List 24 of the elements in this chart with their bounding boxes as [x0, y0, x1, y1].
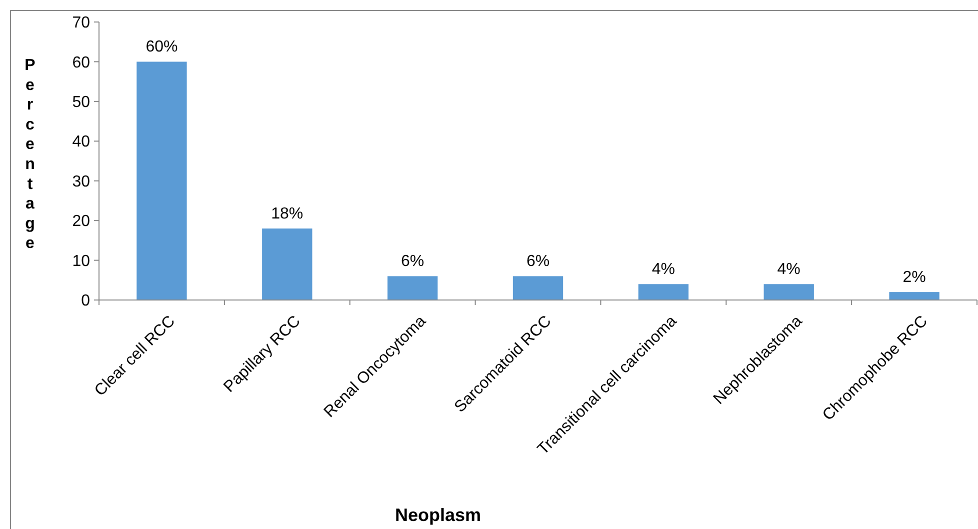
- bar: [387, 276, 438, 300]
- data-label: 2%: [902, 269, 926, 286]
- data-label: 18%: [271, 206, 304, 223]
- bar: [764, 284, 814, 300]
- bar: [136, 62, 187, 300]
- y-tick-label: 40: [72, 134, 90, 151]
- text: Percentage: [24, 57, 36, 252]
- data-label: 6%: [526, 253, 550, 270]
- bar: [262, 228, 312, 300]
- x-axis-title: Neoplasm: [394, 505, 482, 525]
- y-tick-label: 50: [72, 94, 90, 112]
- y-tick-label: 0: [81, 292, 90, 310]
- y-tick-label: 10: [72, 252, 90, 270]
- bar: [512, 276, 564, 300]
- data-label: 6%: [401, 253, 424, 270]
- bar: [638, 284, 689, 300]
- y-tick-label: 70: [72, 14, 90, 32]
- y-tick-label: 20: [72, 213, 90, 230]
- data-label: 4%: [777, 261, 800, 278]
- bar: [889, 292, 940, 300]
- data-label: 60%: [146, 38, 178, 56]
- data-label: 4%: [652, 261, 675, 278]
- y-tick-label: 60: [72, 54, 90, 72]
- y-tick-label: 30: [72, 173, 90, 190]
